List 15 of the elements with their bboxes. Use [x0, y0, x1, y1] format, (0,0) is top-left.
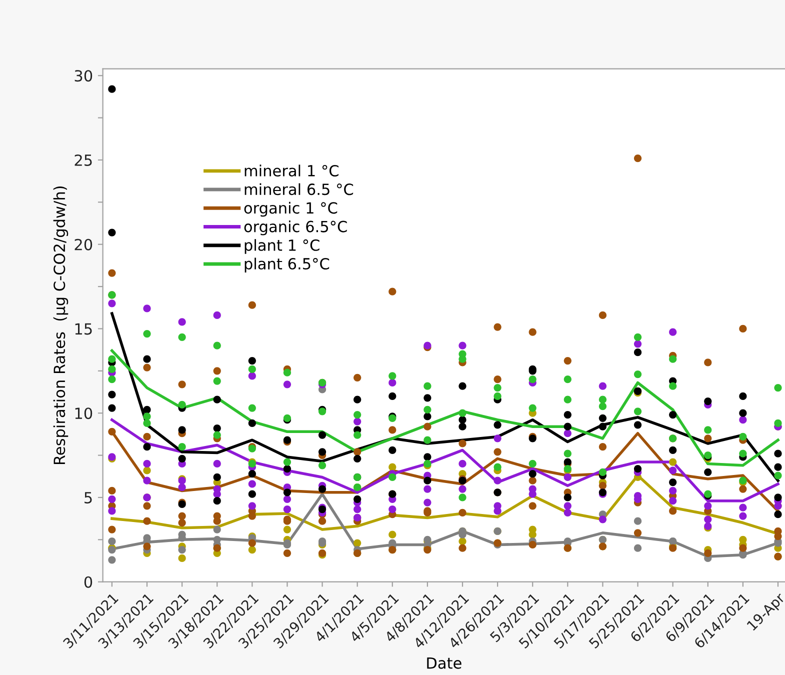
legend-label: organic 1 °C — [244, 202, 338, 217]
legend-label: mineral 6.5 °C — [244, 183, 354, 196]
y-tick-label: 20 — [74, 238, 92, 250]
legend-label: mineral 1 °C — [244, 164, 338, 177]
legend-label: plant 1 °C — [244, 239, 320, 254]
y-axis-title: Respiration Rates (µg C-CO2/gdw/h) — [53, 186, 68, 464]
y-tick-label: 0 — [84, 576, 92, 588]
y-tick-label: 5 — [84, 492, 92, 504]
legend-label: organic 6.5°C — [244, 220, 347, 236]
y-tick-label: 30 — [74, 70, 92, 82]
y-tick-label: 15 — [75, 323, 92, 335]
legend-label: plant 6.5°C — [244, 258, 330, 272]
y-tick-label: 10 — [75, 408, 92, 420]
x-axis-title: Date — [427, 657, 462, 669]
y-tick-label: 25 — [74, 154, 92, 166]
